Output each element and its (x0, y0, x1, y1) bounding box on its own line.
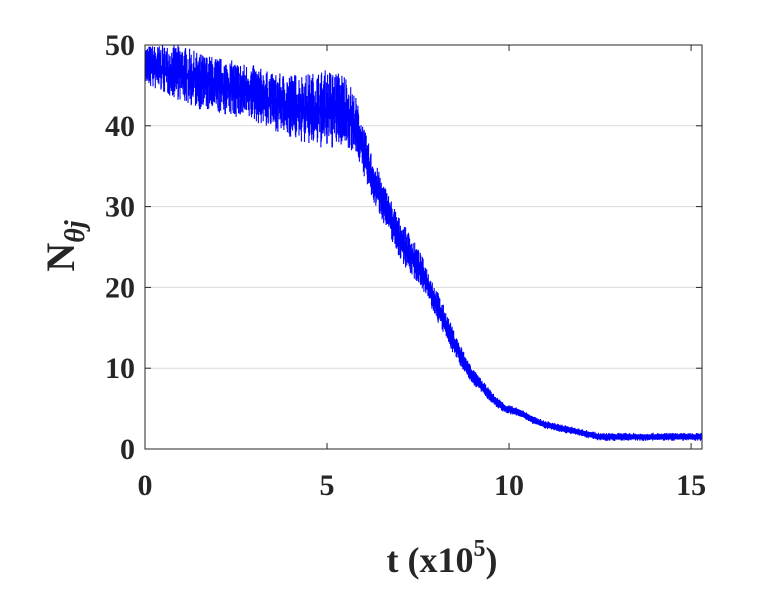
y-axis-ticks: 0 10 20 30 40 50 (105, 29, 702, 466)
x-axis-label: t (x105) (387, 536, 498, 580)
y-axis-label: Nθj (38, 220, 91, 271)
series-group (144, 45, 703, 441)
y-axis-label-subscript: θj (60, 220, 91, 243)
gridlines (145, 125, 702, 369)
x-axis-label-close: ) (485, 540, 497, 580)
y-tick-label-50: 50 (105, 29, 135, 62)
x-tick-label-0: 0 (138, 469, 153, 502)
x-axis-label-main: t (x10 (387, 540, 474, 580)
y-axis-label-group: Nθj (38, 220, 91, 271)
series-trend-0 (144, 62, 702, 440)
y-tick-label-30: 30 (105, 191, 135, 224)
x-tick-label-10: 10 (494, 469, 524, 502)
y-tick-label-40: 40 (105, 110, 135, 143)
plot-frame (144, 44, 703, 450)
x-tick-label-15: 15 (676, 469, 706, 502)
series-line-0 (144, 45, 703, 441)
y-tick-label-10: 10 (105, 352, 135, 385)
y-axis-label-main: N (38, 243, 83, 272)
x-axis-label-exponent: 5 (473, 536, 485, 562)
y-tick-label-0: 0 (120, 433, 135, 466)
x-axis-ticks: 0 5 10 15 (138, 45, 706, 502)
y-tick-label-20: 20 (105, 271, 135, 304)
x-tick-label-5: 5 (320, 469, 335, 502)
